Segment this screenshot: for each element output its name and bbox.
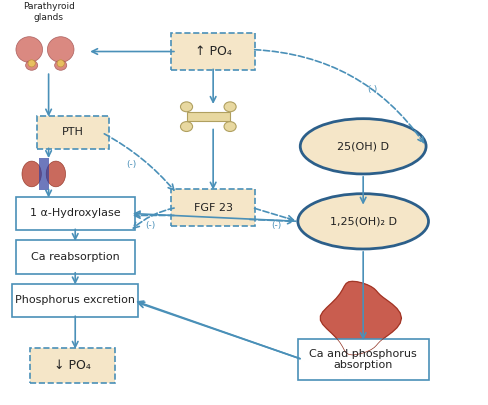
- Text: 1 α-Hydroxylase: 1 α-Hydroxylase: [30, 209, 120, 218]
- FancyBboxPatch shape: [12, 284, 138, 317]
- Ellipse shape: [224, 122, 236, 132]
- FancyBboxPatch shape: [30, 348, 115, 383]
- Ellipse shape: [16, 37, 42, 62]
- Text: Phosphorus excretion: Phosphorus excretion: [15, 295, 135, 305]
- Ellipse shape: [28, 60, 35, 67]
- FancyBboxPatch shape: [170, 33, 255, 70]
- FancyBboxPatch shape: [16, 197, 134, 230]
- Text: ↑ PO₄: ↑ PO₄: [194, 45, 231, 58]
- Ellipse shape: [22, 161, 41, 187]
- Ellipse shape: [297, 194, 427, 249]
- Text: Parathyroid
glands: Parathyroid glands: [22, 2, 74, 22]
- Text: (-): (-): [367, 85, 377, 94]
- Ellipse shape: [224, 102, 236, 112]
- FancyBboxPatch shape: [39, 158, 48, 190]
- FancyBboxPatch shape: [37, 116, 109, 149]
- FancyBboxPatch shape: [297, 339, 427, 380]
- Text: FGF 23: FGF 23: [193, 202, 232, 213]
- Ellipse shape: [47, 37, 74, 62]
- Ellipse shape: [300, 119, 425, 174]
- Text: PTH: PTH: [62, 128, 83, 137]
- Text: 1,25(OH)₂ D: 1,25(OH)₂ D: [329, 216, 396, 226]
- Ellipse shape: [180, 102, 192, 112]
- Text: (-): (-): [125, 160, 136, 168]
- Text: (-): (-): [270, 221, 281, 230]
- Text: Ca reabsorption: Ca reabsorption: [31, 252, 120, 262]
- Text: Ca and phosphorus
absorption: Ca and phosphorus absorption: [309, 349, 416, 371]
- Ellipse shape: [55, 60, 67, 70]
- Text: (-): (-): [145, 221, 155, 230]
- Ellipse shape: [57, 60, 64, 67]
- Ellipse shape: [46, 161, 65, 187]
- FancyBboxPatch shape: [170, 189, 255, 226]
- Polygon shape: [320, 281, 401, 355]
- Ellipse shape: [180, 122, 192, 132]
- Text: 25(OH) D: 25(OH) D: [337, 141, 388, 151]
- Text: ↓ PO₄: ↓ PO₄: [54, 359, 91, 372]
- FancyBboxPatch shape: [16, 240, 134, 274]
- FancyBboxPatch shape: [186, 112, 230, 122]
- Ellipse shape: [25, 60, 38, 70]
